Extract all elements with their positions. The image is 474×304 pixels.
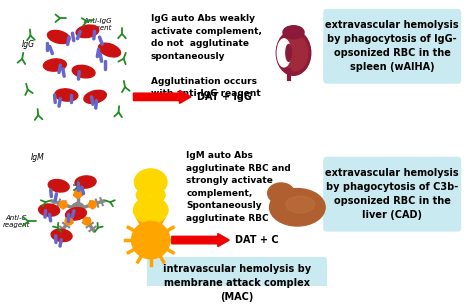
Text: IgM: IgM: [31, 153, 45, 162]
Circle shape: [152, 188, 165, 202]
Ellipse shape: [47, 30, 70, 43]
Ellipse shape: [48, 180, 69, 192]
Text: C3: C3: [144, 177, 158, 187]
Text: IgG auto Abs weakly
activate complement,
do not  agglutinate
spontaneously

Aggl: IgG auto Abs weakly activate complement,…: [151, 15, 262, 98]
Circle shape: [89, 201, 96, 208]
FancyBboxPatch shape: [323, 157, 461, 232]
Ellipse shape: [72, 65, 95, 78]
Circle shape: [132, 221, 170, 259]
FancyArrow shape: [172, 233, 229, 247]
Ellipse shape: [84, 90, 106, 103]
Text: Anti-C
reagent: Anti-C reagent: [3, 215, 30, 228]
Ellipse shape: [99, 43, 120, 57]
Ellipse shape: [55, 89, 78, 101]
Circle shape: [71, 203, 84, 216]
Text: extravascular hemolysis
by phagocytosis of IgG-
opsonized RBC in the
spleen (wAI: extravascular hemolysis by phagocytosis …: [326, 20, 459, 72]
Text: IgG: IgG: [21, 40, 35, 49]
Text: DAT + IgG: DAT + IgG: [197, 92, 252, 102]
Text: extravascular hemolysis
by phagocytosis of C3b-
opsonized RBC in the
liver (CAD): extravascular hemolysis by phagocytosis …: [326, 168, 459, 220]
Text: C5: C5: [144, 205, 158, 215]
FancyArrow shape: [134, 90, 191, 103]
Ellipse shape: [277, 39, 291, 67]
Ellipse shape: [286, 196, 315, 213]
Text: IgM auto Abs
agglutinate RBC and
strongly activate
complement,
Spontaneously
agg: IgM auto Abs agglutinate RBC and strongl…: [186, 151, 291, 223]
Circle shape: [83, 218, 91, 225]
Ellipse shape: [75, 176, 96, 188]
Ellipse shape: [51, 229, 72, 242]
Ellipse shape: [76, 25, 99, 38]
Ellipse shape: [65, 208, 86, 220]
Circle shape: [65, 218, 73, 225]
FancyBboxPatch shape: [323, 9, 461, 84]
Ellipse shape: [268, 183, 294, 204]
Ellipse shape: [38, 204, 60, 216]
Circle shape: [74, 190, 82, 198]
Ellipse shape: [276, 30, 311, 75]
Circle shape: [137, 188, 150, 202]
Ellipse shape: [134, 197, 168, 223]
FancyBboxPatch shape: [147, 257, 327, 304]
Ellipse shape: [283, 26, 304, 39]
Ellipse shape: [270, 188, 325, 226]
Ellipse shape: [135, 169, 167, 195]
Ellipse shape: [283, 35, 308, 71]
Text: DAT + C: DAT + C: [235, 235, 279, 245]
Ellipse shape: [286, 44, 292, 61]
Text: MAC: MAC: [138, 235, 163, 245]
Circle shape: [59, 201, 67, 208]
Ellipse shape: [44, 59, 66, 71]
Text: intravascular hemolysis by
membrane attack complex
(MAC): intravascular hemolysis by membrane atta…: [163, 264, 311, 302]
Text: Anti-IgG
reagent: Anti-IgG reagent: [84, 18, 112, 32]
